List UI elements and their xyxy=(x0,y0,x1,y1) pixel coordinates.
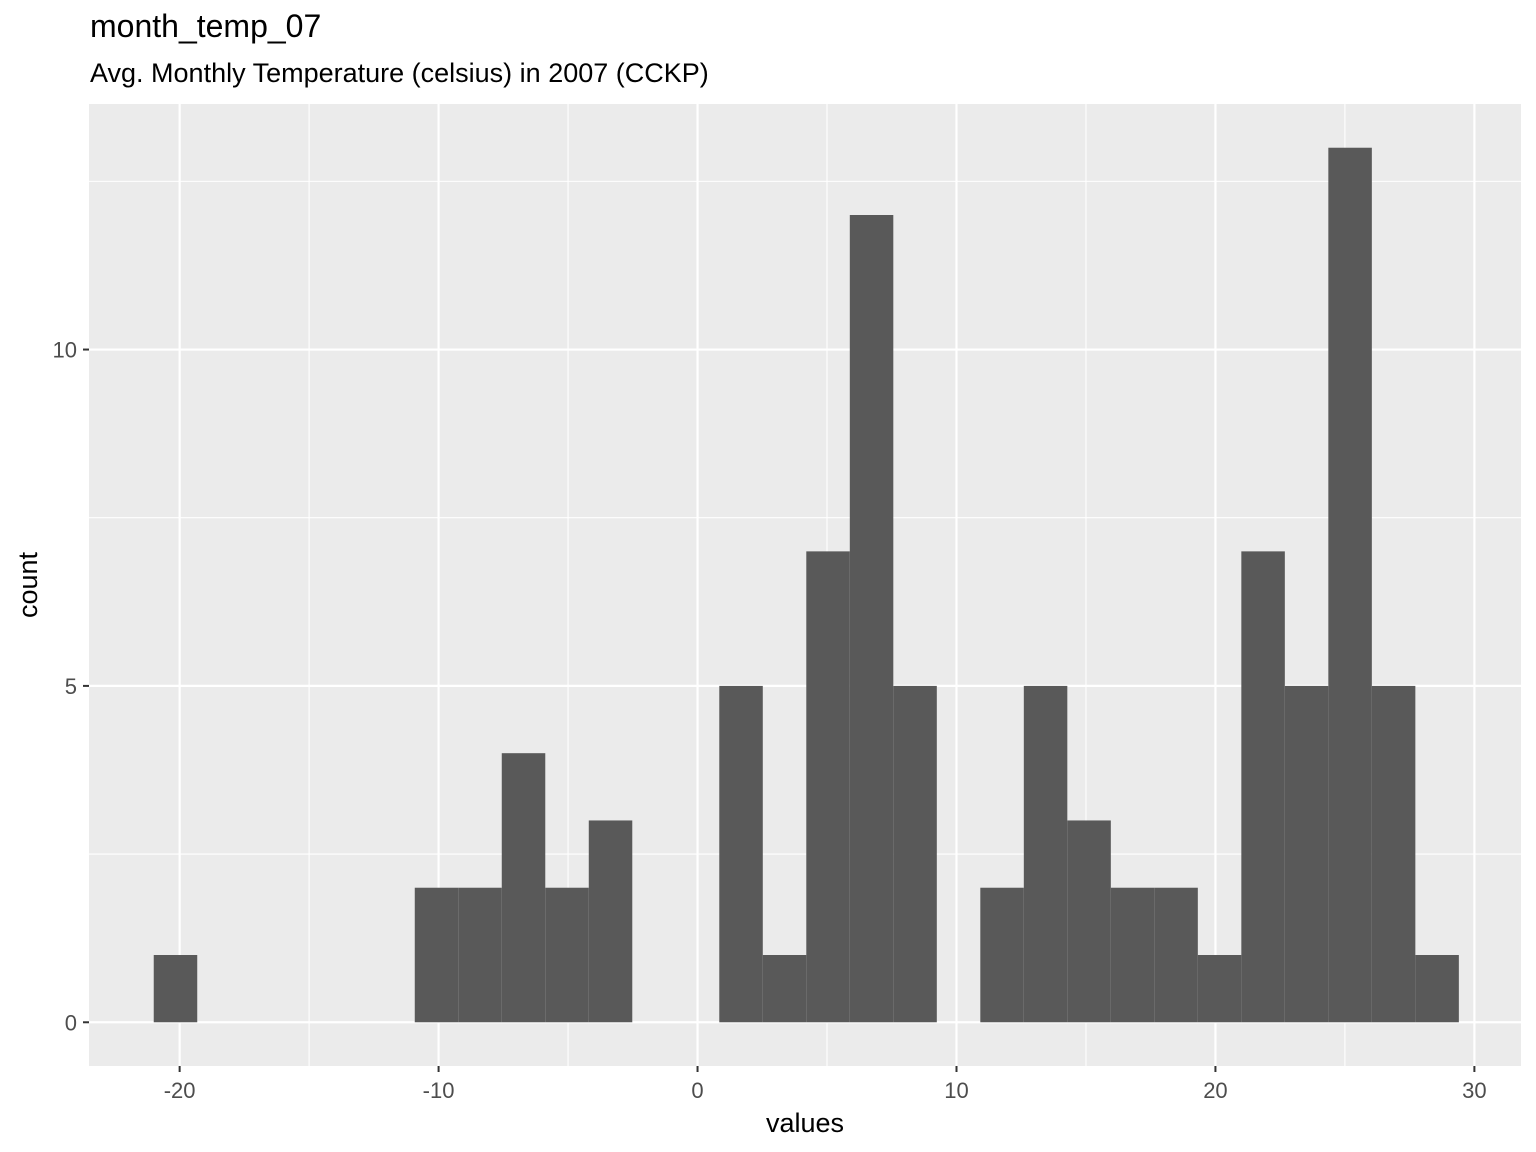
chart-title: month_temp_07 xyxy=(90,8,322,44)
histogram-bars xyxy=(153,147,1459,1023)
histogram-bar xyxy=(1371,685,1416,1023)
histogram-bar xyxy=(893,685,937,1023)
histogram-bar xyxy=(1415,955,1459,1023)
histogram-bar xyxy=(762,955,807,1023)
y-tick-label: 0 xyxy=(65,1010,77,1035)
histogram-bar xyxy=(501,753,546,1023)
x-tick-label: 10 xyxy=(944,1078,968,1103)
x-tick-label: -10 xyxy=(423,1078,455,1103)
histogram-bar xyxy=(849,215,894,1023)
y-tick-label: 5 xyxy=(65,674,77,699)
x-tick-label: 0 xyxy=(691,1078,703,1103)
x-tick-label: 30 xyxy=(1462,1078,1486,1103)
x-tick-label: 20 xyxy=(1203,1078,1227,1103)
histogram-bar xyxy=(1154,887,1198,1023)
x-tick-label: -20 xyxy=(164,1078,196,1103)
chart-subtitle: Avg. Monthly Temperature (celsius) in 20… xyxy=(90,58,709,88)
histogram-bar xyxy=(545,887,589,1023)
histogram-bar xyxy=(1023,685,1068,1023)
y-tick-label: 10 xyxy=(53,338,77,363)
y-axis: 0 5 10 xyxy=(53,338,89,1035)
histogram-bar xyxy=(1284,685,1329,1023)
histogram-bar xyxy=(153,955,198,1023)
histogram-bar xyxy=(1110,887,1155,1023)
histogram-bar xyxy=(806,551,850,1023)
histogram-bar xyxy=(719,685,763,1023)
histogram-bar xyxy=(458,887,502,1023)
histogram-bar xyxy=(980,887,1024,1023)
histogram-bar xyxy=(1241,551,1285,1023)
x-axis: -20 -10 0 10 20 30 xyxy=(164,1066,1487,1103)
x-axis-title: values xyxy=(766,1108,844,1138)
histogram-bar xyxy=(1328,147,1372,1023)
y-axis-title: count xyxy=(13,551,43,618)
histogram-bar xyxy=(1067,820,1111,1023)
histogram-bar xyxy=(414,887,459,1023)
histogram-bar xyxy=(1197,955,1242,1023)
histogram-bar xyxy=(588,820,633,1023)
